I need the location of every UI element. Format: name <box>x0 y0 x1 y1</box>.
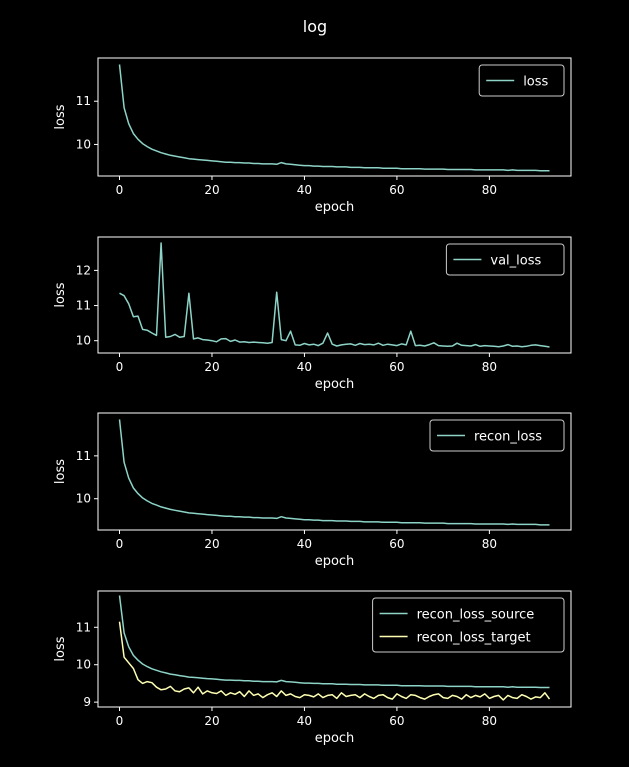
subplot-2: 0 20 40 60 80 10 11 12 epoch loss val_loss <box>53 236 572 392</box>
series-line-recon-loss-source <box>118 595 550 689</box>
x-tick-label: 80 <box>482 183 497 197</box>
axes-frame <box>97 590 572 708</box>
y-tick-label: 12 <box>76 263 91 277</box>
y-tick-label: 11 <box>76 449 91 463</box>
subplot-3: 0 20 40 60 80 10 11 epoch loss recon_loss <box>53 412 572 569</box>
x-tick-label: 0 <box>116 360 124 374</box>
series-line-recon-loss <box>118 419 550 526</box>
x-axis-label: epoch <box>315 554 355 569</box>
y-tick-label: 10 <box>76 334 91 348</box>
y-tick-label: 11 <box>76 299 91 313</box>
figure-title: log <box>303 17 327 36</box>
legend-label: recon_loss_source <box>417 608 535 623</box>
charts: 0 20 40 60 80 10 11 epoch loss loss 0 20 40 60 80 10 11 1… <box>53 57 572 746</box>
x-axis-label: epoch <box>315 731 355 746</box>
x-axis-label: epoch <box>315 200 355 215</box>
legend: recon_loss_source recon_loss_target <box>372 597 565 653</box>
legend-label: recon_loss <box>474 430 542 445</box>
series-line-loss <box>118 64 550 172</box>
y-tick-label: 9 <box>83 695 91 709</box>
y-tick-label: 10 <box>76 137 91 151</box>
legend-label: recon_loss_target <box>417 631 531 646</box>
axes-frame <box>97 57 572 177</box>
axes-frame <box>97 236 572 354</box>
x-tick-label: 0 <box>116 183 124 197</box>
x-tick-label: 60 <box>389 714 404 728</box>
legend: val_loss <box>445 243 565 276</box>
x-tick-label: 0 <box>116 537 124 551</box>
y-axis-label: loss <box>53 282 68 307</box>
subplot-1: 0 20 40 60 80 10 11 epoch loss loss <box>53 57 572 215</box>
x-tick-label: 20 <box>204 360 219 374</box>
legend-box <box>372 597 565 653</box>
y-axis-label: loss <box>53 459 68 484</box>
x-tick-label: 40 <box>297 714 312 728</box>
x-tick-label: 40 <box>297 183 312 197</box>
legend-box <box>445 243 565 276</box>
y-axis-label: loss <box>53 104 68 129</box>
x-tick-label: 40 <box>297 360 312 374</box>
y-axis-label: loss <box>53 636 68 661</box>
y-tick-label: 10 <box>76 492 91 506</box>
y-tick-label: 11 <box>76 620 91 634</box>
x-axis-label: epoch <box>315 377 355 392</box>
x-tick-label: 20 <box>204 183 219 197</box>
x-tick-label: 40 <box>297 537 312 551</box>
subplot-4: 0 20 40 60 80 9 10 11 epoch loss recon_loss_source… <box>53 590 572 746</box>
legend-label: val_loss <box>490 254 541 269</box>
x-tick-label: 20 <box>204 537 219 551</box>
x-tick-label: 0 <box>116 714 124 728</box>
legend-box <box>478 64 565 97</box>
series-line-val-loss <box>119 242 550 348</box>
legend-box <box>429 419 565 452</box>
x-tick-label: 20 <box>204 714 219 728</box>
y-tick-label: 10 <box>76 658 91 672</box>
x-tick-label: 80 <box>482 537 497 551</box>
legend-label: loss <box>523 75 548 90</box>
legend: loss <box>478 64 565 97</box>
x-tick-label: 60 <box>389 360 404 374</box>
legend: recon_loss <box>429 419 565 452</box>
x-tick-label: 80 <box>482 360 497 374</box>
x-tick-label: 80 <box>482 714 497 728</box>
y-tick-label: 11 <box>76 94 91 108</box>
x-tick-label: 60 <box>389 537 404 551</box>
series-line-recon-loss-target <box>118 621 551 701</box>
x-tick-label: 60 <box>389 183 404 197</box>
axes-frame <box>97 412 572 531</box>
